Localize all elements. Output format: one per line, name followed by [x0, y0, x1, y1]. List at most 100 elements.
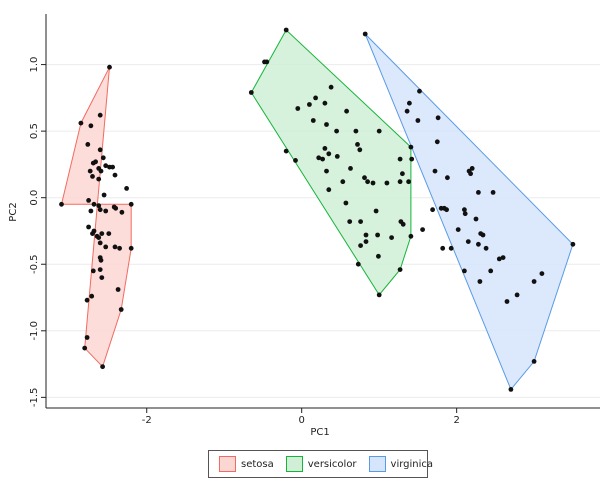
point-versicolor [358, 243, 363, 249]
point-virginica [483, 245, 489, 251]
point-virginica [473, 216, 479, 222]
point-virginica [477, 279, 483, 284]
point-versicolor [347, 219, 353, 225]
y-tick-label: 0.5 [29, 123, 40, 139]
point-setosa [100, 155, 106, 161]
point-setosa [103, 244, 109, 250]
point-versicolor [400, 171, 405, 177]
point-virginica [496, 256, 502, 262]
point-virginica [469, 166, 475, 171]
point-virginica [362, 31, 368, 37]
point-setosa [119, 209, 125, 215]
point-setosa [118, 307, 124, 312]
point-setosa [97, 240, 103, 246]
point-setosa [97, 112, 103, 118]
point-virginica [448, 245, 454, 251]
point-virginica [508, 387, 514, 392]
y-tick-label: 0.0 [29, 190, 40, 206]
point-virginica [488, 268, 494, 274]
point-setosa [88, 123, 94, 129]
point-setosa [84, 335, 90, 340]
point-versicolor [334, 128, 339, 134]
point-virginica [435, 115, 441, 121]
point-setosa [96, 235, 102, 241]
point-virginica [415, 118, 421, 123]
point-setosa [78, 120, 84, 126]
x-tick-label: 2 [453, 415, 459, 426]
point-setosa [100, 364, 105, 370]
point-virginica [440, 245, 446, 251]
point-versicolor [400, 221, 406, 227]
point-virginica [504, 299, 510, 304]
point-versicolor [362, 175, 367, 181]
point-versicolor [397, 156, 403, 162]
point-versicolor [264, 59, 270, 65]
point-versicolor [375, 232, 380, 238]
legend-label-virginica: virginica [390, 458, 434, 470]
point-virginica [445, 175, 450, 181]
point-versicolor [355, 142, 360, 147]
point-versicolor [322, 100, 328, 106]
point-versicolor [376, 253, 381, 259]
point-virginica [476, 241, 481, 247]
point-versicolor [343, 200, 349, 206]
point-versicolor [365, 179, 370, 185]
point-virginica [465, 239, 471, 245]
point-setosa [110, 164, 115, 170]
point-setosa [96, 203, 102, 209]
point-setosa [128, 245, 134, 251]
point-virginica [417, 88, 422, 94]
point-setosa [112, 244, 118, 250]
point-versicolor [357, 147, 363, 153]
point-versicolor [408, 233, 414, 239]
point-versicolor [283, 148, 289, 154]
point-virginica [539, 271, 545, 276]
point-setosa [88, 208, 94, 214]
point-setosa [128, 201, 134, 207]
point-versicolor [307, 102, 312, 107]
point-versicolor [406, 179, 411, 185]
point-virginica [531, 279, 537, 284]
point-setosa [90, 268, 96, 274]
point-setosa [115, 287, 121, 292]
point-setosa [112, 172, 118, 178]
point-versicolor [326, 187, 332, 193]
point-setosa [84, 297, 90, 303]
y-tick-label: -1.5 [29, 388, 40, 408]
point-setosa [99, 231, 105, 237]
legend-label-versicolor: versicolor [307, 458, 357, 470]
point-virginica [407, 100, 412, 106]
point-setosa [90, 231, 95, 237]
point-versicolor [310, 118, 316, 123]
point-versicolor [358, 219, 363, 225]
point-virginica [462, 211, 468, 217]
point-virginica [420, 227, 425, 233]
point-setosa [86, 198, 91, 203]
point-virginica [404, 108, 410, 114]
point-versicolor [295, 106, 301, 111]
point-versicolor [316, 155, 322, 161]
point-versicolor [340, 179, 346, 185]
point-virginica [570, 241, 576, 247]
point-virginica [444, 207, 449, 213]
point-versicolor [376, 128, 382, 134]
hull-setosa [60, 66, 132, 368]
point-setosa [107, 64, 112, 70]
point-versicolor [373, 208, 379, 214]
point-versicolor [376, 292, 382, 298]
point-virginica [462, 207, 467, 213]
point-versicolor [322, 146, 328, 151]
point-virginica [455, 227, 461, 233]
point-setosa [99, 275, 105, 280]
point-setosa [117, 245, 122, 251]
point-virginica [514, 292, 520, 298]
y-tick-label: -0.5 [29, 254, 40, 274]
point-setosa [97, 267, 103, 272]
point-versicolor [363, 232, 369, 238]
legend-swatch-versicolor [285, 456, 303, 472]
legend-swatch-setosa [219, 456, 236, 472]
point-setosa [89, 293, 95, 299]
point-setosa [97, 147, 103, 153]
y-tick-label: -1.0 [29, 321, 40, 341]
